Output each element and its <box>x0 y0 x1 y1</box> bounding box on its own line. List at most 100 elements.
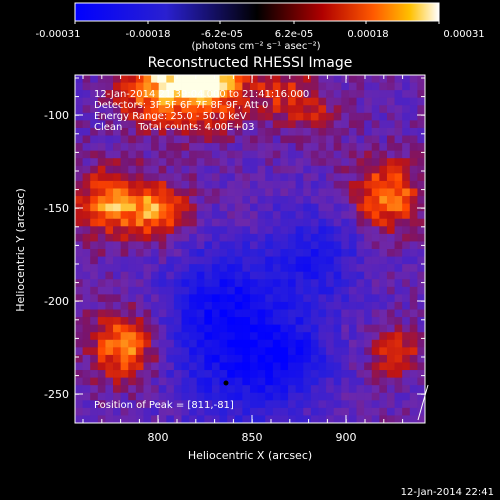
heatmap-cell <box>257 279 266 288</box>
heatmap-cell <box>211 339 220 348</box>
heatmap-cell <box>371 90 380 99</box>
heatmap-cell <box>250 105 259 114</box>
heatmap-cell <box>227 324 236 333</box>
heatmap-cell <box>135 400 144 409</box>
heatmap-cell <box>310 279 319 288</box>
heatmap-cell <box>219 286 228 295</box>
heatmap-cell <box>227 233 236 242</box>
heatmap-cell <box>97 143 106 152</box>
heatmap-cell <box>371 264 380 273</box>
heatmap-cell <box>242 196 251 205</box>
heatmap-cell <box>120 233 129 242</box>
heatmap-cell <box>242 112 251 121</box>
heatmap-cell <box>75 233 84 242</box>
heatmap-cell <box>234 264 243 273</box>
heatmap-cell <box>143 354 152 363</box>
heatmap-cell <box>173 165 182 174</box>
heatmap-cell <box>75 249 84 257</box>
heatmap-cell <box>82 105 91 114</box>
heatmap-cell <box>196 294 205 303</box>
heatmap-cell <box>166 165 175 174</box>
heatmap-cell <box>333 75 342 83</box>
heatmap-cell <box>90 264 99 273</box>
heatmap-cell <box>356 407 365 416</box>
heatmap-cell <box>257 226 266 235</box>
heatmap-cell <box>326 407 335 416</box>
heatmap-cell <box>417 233 426 242</box>
heatmap-cell <box>135 143 144 152</box>
heatmap-cell <box>280 249 289 257</box>
heatmap-cell <box>75 392 84 401</box>
heatmap-cell <box>364 105 373 114</box>
heatmap-cell <box>257 354 266 363</box>
heatmap-cell <box>348 264 357 273</box>
heatmap-cell <box>181 120 190 129</box>
heatmap-cell <box>82 97 91 106</box>
heatmap-cell <box>219 362 228 371</box>
heatmap-cell <box>82 271 91 280</box>
heatmap-cell <box>82 158 91 167</box>
heatmap-cell <box>97 120 106 129</box>
heatmap-cell <box>120 256 129 265</box>
heatmap-cell <box>143 233 152 242</box>
heatmap-cell <box>82 286 91 295</box>
heatmap-cell <box>318 339 327 348</box>
heatmap-cell <box>151 180 160 189</box>
heatmap-cell <box>181 301 190 310</box>
heatmap-cell <box>105 188 114 197</box>
heatmap-cell <box>280 203 289 212</box>
heatmap-cell <box>211 105 220 114</box>
heatmap-cell <box>189 173 198 182</box>
heatmap-cell <box>356 112 365 121</box>
heatmap-cell <box>166 271 175 280</box>
heatmap-cell <box>356 347 365 356</box>
heatmap-cell <box>90 82 99 91</box>
heatmap-cell <box>211 415 220 424</box>
heatmap-cell <box>135 279 144 288</box>
heatmap-cell <box>158 407 167 416</box>
heatmap-cell <box>265 188 274 197</box>
heatmap-cell <box>97 203 106 212</box>
heatmap-cell <box>295 324 304 333</box>
heatmap-cell <box>379 105 388 114</box>
heatmap-cell <box>333 127 342 136</box>
heatmap-cell <box>250 332 259 341</box>
heatmap-cell <box>333 188 342 197</box>
heatmap-cell <box>166 203 175 212</box>
heatmap-cell <box>90 249 99 257</box>
heatmap-cell <box>326 203 335 212</box>
heatmap-cell <box>326 370 335 379</box>
heatmap-cell <box>295 400 304 409</box>
heatmap-cell <box>402 339 411 348</box>
heatmap-cell <box>409 385 418 394</box>
heatmap-cell <box>196 218 205 227</box>
heatmap-cell <box>143 309 152 318</box>
heatmap-cell <box>82 211 91 220</box>
heatmap-cell <box>151 150 160 159</box>
heatmap-cell <box>158 309 167 318</box>
heatmap-cell <box>97 90 106 99</box>
heatmap-cell <box>143 90 152 99</box>
heatmap-cell <box>409 271 418 280</box>
heatmap-cell <box>265 377 274 386</box>
heatmap-cell <box>409 127 418 136</box>
heatmap-cell <box>386 377 395 386</box>
heatmap-cell <box>379 226 388 235</box>
heatmap-cell <box>135 241 144 250</box>
heatmap-cell <box>417 211 426 220</box>
heatmap-cell <box>348 332 357 341</box>
heatmap-cell <box>135 249 144 257</box>
heatmap-cell <box>143 294 152 303</box>
heatmap-cell <box>288 279 297 288</box>
heatmap-cell <box>204 105 213 114</box>
heatmap-cell <box>409 105 418 114</box>
heatmap-cell <box>364 400 373 409</box>
heatmap-cell <box>158 135 167 144</box>
heatmap-cell <box>242 324 251 333</box>
heatmap-cell <box>75 241 84 250</box>
heatmap-cell <box>280 317 289 326</box>
heatmap-cell <box>341 143 350 152</box>
heatmap-cell <box>97 165 106 174</box>
heatmap-cell <box>341 370 350 379</box>
heatmap-cell <box>75 286 84 295</box>
